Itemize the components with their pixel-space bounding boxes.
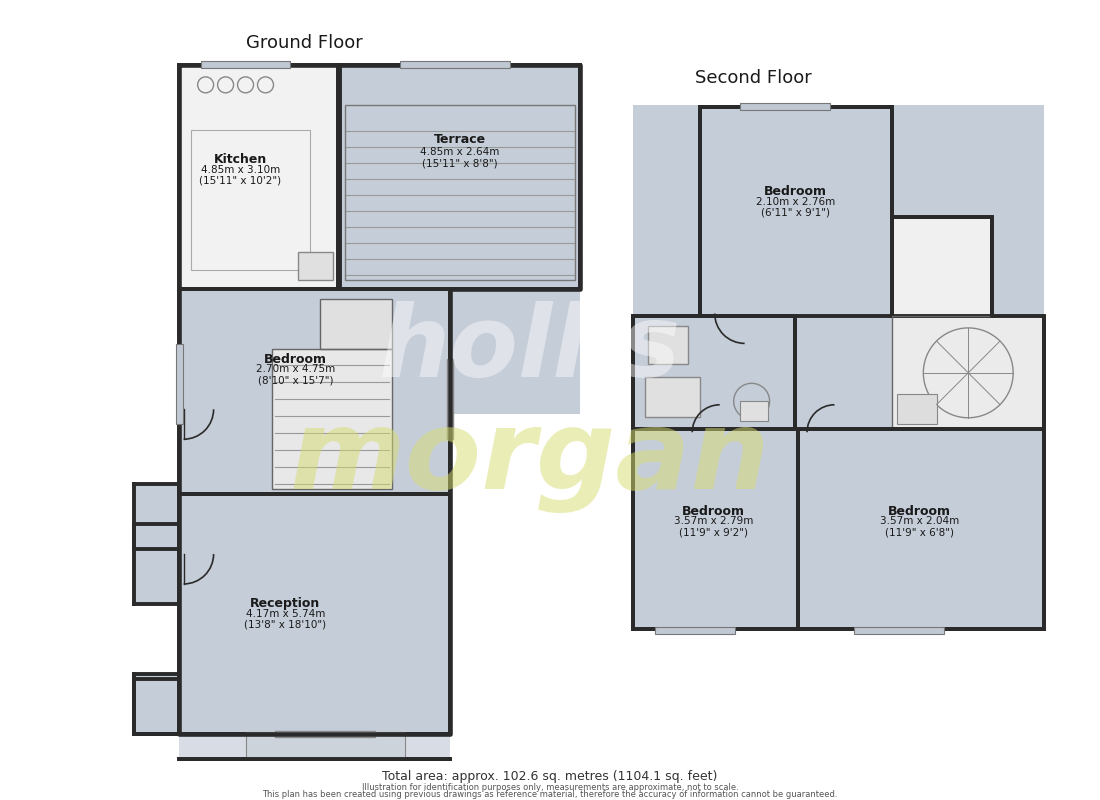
Text: Ground Floor: Ground Floor [245, 34, 362, 52]
Bar [178, 290, 450, 494]
Bar [320, 299, 393, 350]
Bar [190, 130, 310, 270]
Text: Illustration for identification purposes only, measurements are approximate, not: Illustration for identification purposes… [362, 783, 738, 792]
Bar [134, 678, 182, 734]
Text: Total area: approx. 102.6 sq. metres (1104.1 sq. feet): Total area: approx. 102.6 sq. metres (11… [383, 770, 717, 783]
Bar [134, 484, 182, 549]
Text: morgan: morgan [289, 406, 770, 513]
Text: 2.70m x 4.75m: 2.70m x 4.75m [256, 364, 336, 374]
Bar [178, 65, 339, 290]
Text: Bedroom: Bedroom [888, 505, 950, 518]
Text: 4.85m x 2.64m: 4.85m x 2.64m [420, 146, 499, 157]
Bar [654, 627, 735, 634]
Bar [892, 217, 992, 317]
Bar [275, 730, 375, 737]
Bar [134, 524, 182, 604]
Bar [345, 105, 575, 279]
Bar [448, 359, 453, 439]
Bar [273, 350, 393, 489]
Text: (6'11" x 9'1"): (6'11" x 9'1") [761, 208, 830, 218]
Bar [855, 627, 944, 634]
Bar [892, 217, 992, 317]
Text: Terrace: Terrace [434, 134, 486, 146]
Bar [632, 317, 794, 430]
Text: Second Floor: Second Floor [695, 69, 812, 87]
Bar [200, 61, 290, 68]
Bar [648, 326, 688, 364]
Text: 3.57m x 2.79m: 3.57m x 2.79m [674, 516, 754, 526]
Bar [178, 734, 450, 758]
Bar [273, 350, 393, 489]
Text: Reception: Reception [251, 598, 320, 610]
Bar [178, 65, 450, 734]
Bar [739, 103, 829, 110]
Text: (11'9" x 9'2"): (11'9" x 9'2") [679, 527, 748, 537]
Bar [739, 402, 768, 422]
Bar [298, 251, 333, 279]
Text: (15'11" x 10'2"): (15'11" x 10'2") [199, 176, 282, 186]
Bar [645, 378, 700, 418]
Bar [892, 317, 1044, 430]
Text: 2.10m x 2.76m: 2.10m x 2.76m [756, 197, 835, 206]
Text: This plan has been created using previous drawings as reference material, theref: This plan has been created using previou… [262, 790, 838, 799]
Bar [178, 494, 450, 734]
Text: (13'8" x 18'10"): (13'8" x 18'10") [244, 620, 327, 630]
Text: Bedroom: Bedroom [682, 505, 745, 518]
Bar [632, 105, 1044, 494]
Bar [798, 430, 1044, 629]
Bar [700, 107, 892, 317]
Text: hollis: hollis [378, 301, 681, 398]
Bar [898, 394, 937, 424]
Text: 4.85m x 3.10m: 4.85m x 3.10m [201, 165, 280, 174]
Bar [400, 61, 510, 68]
Text: (8'10" x 15'7"): (8'10" x 15'7") [257, 375, 333, 386]
Text: 3.57m x 2.04m: 3.57m x 2.04m [880, 516, 959, 526]
Text: Bedroom: Bedroom [764, 185, 827, 198]
Bar [134, 674, 182, 734]
Text: 4.17m x 5.74m: 4.17m x 5.74m [245, 609, 326, 619]
Text: (15'11" x 8'8"): (15'11" x 8'8") [422, 158, 498, 169]
Bar [271, 736, 371, 758]
Text: (11'9" x 6'8"): (11'9" x 6'8") [884, 527, 954, 537]
Text: Kitchen: Kitchen [213, 154, 267, 166]
Bar [340, 65, 580, 414]
Bar [320, 299, 393, 350]
Bar [245, 732, 405, 758]
Bar [176, 344, 183, 424]
Bar [632, 430, 798, 629]
Bar [892, 317, 1044, 430]
Text: Bedroom: Bedroom [264, 353, 327, 366]
